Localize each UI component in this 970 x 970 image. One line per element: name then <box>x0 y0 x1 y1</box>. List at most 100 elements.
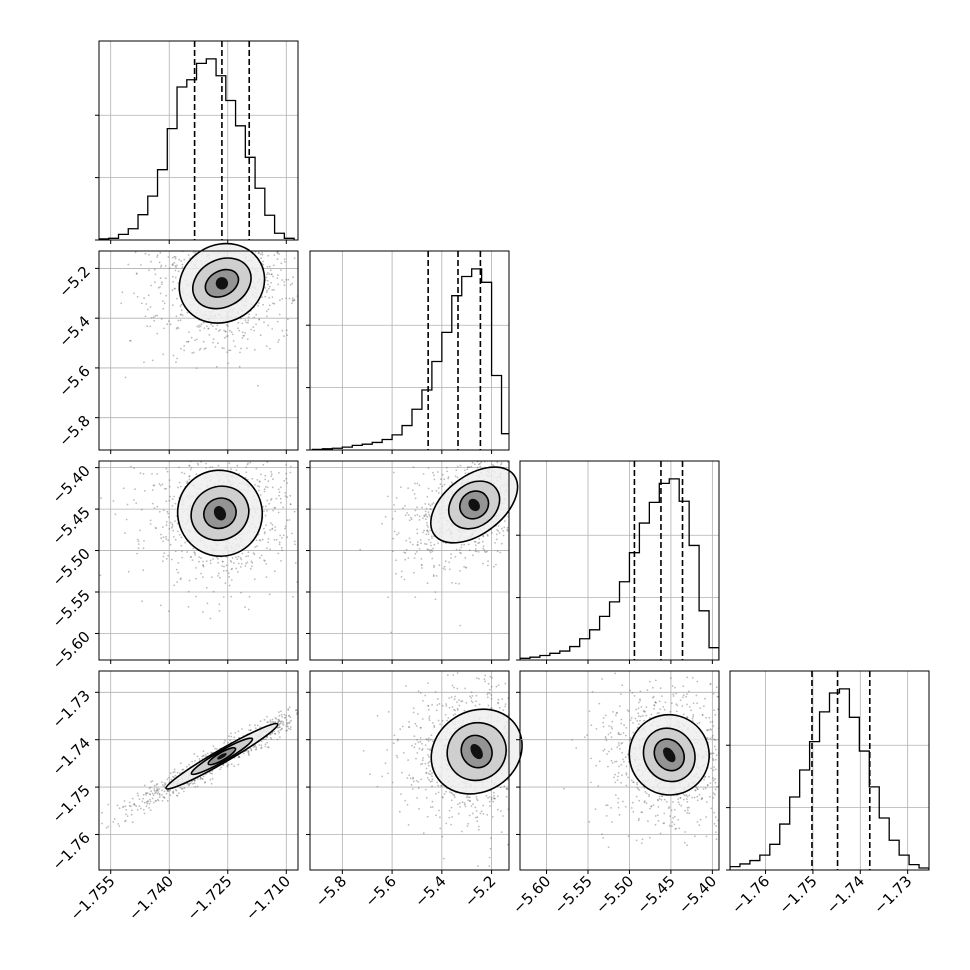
scatter-point <box>542 780 544 782</box>
scatter-point <box>260 746 263 749</box>
scatter-point <box>151 797 154 800</box>
scatter-point <box>436 781 438 784</box>
scatter-point <box>285 714 287 717</box>
scatter-point <box>464 472 467 475</box>
scatter-point <box>525 478 527 480</box>
scatter-point <box>198 556 201 558</box>
scatter-point <box>504 682 507 685</box>
scatter-point <box>278 723 281 725</box>
scatter-point <box>268 265 271 268</box>
scatter-point <box>250 749 253 752</box>
scatter-point <box>500 831 503 834</box>
scatter-point <box>251 226 253 228</box>
scatter-point <box>144 252 147 255</box>
scatter-point <box>432 502 435 504</box>
scatter-point <box>395 754 398 757</box>
scatter-point <box>143 361 145 364</box>
scatter-point <box>513 467 515 469</box>
scatter-point <box>418 515 421 518</box>
scatter-point <box>173 261 176 264</box>
scatter-point <box>258 251 260 254</box>
scatter-point <box>244 332 247 334</box>
scatter-point <box>450 696 453 699</box>
scatter-point <box>661 795 664 798</box>
scatter-point <box>305 255 307 257</box>
scatter-point <box>214 454 216 456</box>
scatter-point <box>426 529 428 532</box>
scatter-point <box>629 738 632 741</box>
scatter-point <box>152 234 154 236</box>
scatter-point <box>562 424 564 426</box>
scatter-point <box>261 296 263 298</box>
scatter-point <box>165 500 168 503</box>
scatter-point <box>262 463 265 466</box>
scatter-point <box>424 744 427 746</box>
scatter-point <box>395 559 397 562</box>
scatter-point <box>276 251 278 254</box>
scatter-point <box>180 577 182 580</box>
scatter-point <box>120 302 123 305</box>
scatter-point <box>426 815 429 818</box>
scatter-point <box>258 318 260 321</box>
scatter-point <box>305 556 307 558</box>
scatter-point <box>207 327 210 330</box>
scatter-point <box>264 738 267 740</box>
scatter-point <box>441 719 444 722</box>
scatter-point <box>239 231 241 233</box>
scatter-point <box>267 254 270 257</box>
scatter-point <box>427 772 430 775</box>
scatter-point <box>217 558 219 560</box>
scatter-point <box>505 787 508 790</box>
scatter-point <box>447 457 449 459</box>
scatter-point <box>164 265 167 267</box>
scatter-point <box>137 547 140 550</box>
scatter-point <box>264 560 266 562</box>
scatter-point <box>188 218 190 220</box>
scatter-point <box>279 736 281 739</box>
scatter-point <box>467 796 470 799</box>
scatter-point <box>307 710 309 712</box>
scatter-point <box>450 806 453 809</box>
scatter-point <box>544 496 546 498</box>
scatter-point <box>153 319 156 322</box>
scatter-point <box>524 744 526 746</box>
scatter-point <box>146 792 149 794</box>
scatter-point <box>154 527 157 529</box>
scatter-point <box>473 664 475 666</box>
scatter-point <box>413 735 416 738</box>
scatter-point <box>172 354 175 357</box>
scatter-point <box>150 790 153 793</box>
scatter-point <box>190 466 193 469</box>
scatter-point <box>424 694 427 697</box>
scatter-point <box>194 785 197 788</box>
scatter-point <box>162 796 165 798</box>
y-tick-label: −1.74 <box>49 734 94 779</box>
scatter-point <box>421 718 424 720</box>
scatter-point <box>158 510 161 513</box>
scatter-point <box>474 704 477 707</box>
scatter-point <box>414 743 417 745</box>
scatter-point <box>155 783 158 786</box>
scatter-point <box>235 469 238 471</box>
panel-1-0: −5.8−5.6−5.4−5.2 <box>55 207 307 454</box>
scatter-point <box>391 781 394 784</box>
scatter-point <box>406 512 408 514</box>
scatter-point <box>406 804 409 806</box>
scatter-point <box>258 318 261 321</box>
scatter-point <box>240 563 243 565</box>
scatter-point <box>220 766 223 769</box>
scatter-point <box>225 569 228 572</box>
scatter-point <box>431 780 433 783</box>
scatter-point <box>460 552 462 555</box>
scatter-point <box>156 256 159 258</box>
scatter-point <box>285 730 287 732</box>
scatter-point <box>174 538 177 541</box>
scatter-point <box>731 778 733 780</box>
scatter-point <box>142 808 145 811</box>
scatter-point <box>448 454 450 456</box>
scatter-point <box>207 207 209 209</box>
scatter-point <box>429 661 431 663</box>
scatter-point <box>151 792 154 795</box>
scatter-point <box>149 306 152 308</box>
scatter-point <box>288 714 291 717</box>
